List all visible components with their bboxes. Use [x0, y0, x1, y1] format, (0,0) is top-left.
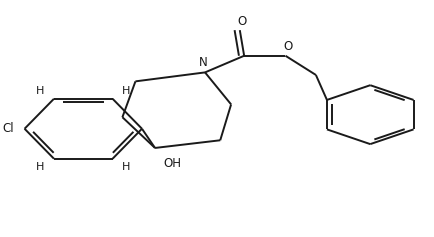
Text: N: N — [198, 55, 207, 68]
Text: H: H — [36, 162, 44, 172]
Text: Cl: Cl — [2, 122, 14, 135]
Text: H: H — [122, 162, 131, 172]
Text: H: H — [122, 86, 131, 96]
Text: O: O — [237, 15, 247, 28]
Text: OH: OH — [164, 157, 182, 170]
Text: O: O — [283, 40, 292, 53]
Text: H: H — [36, 86, 44, 96]
